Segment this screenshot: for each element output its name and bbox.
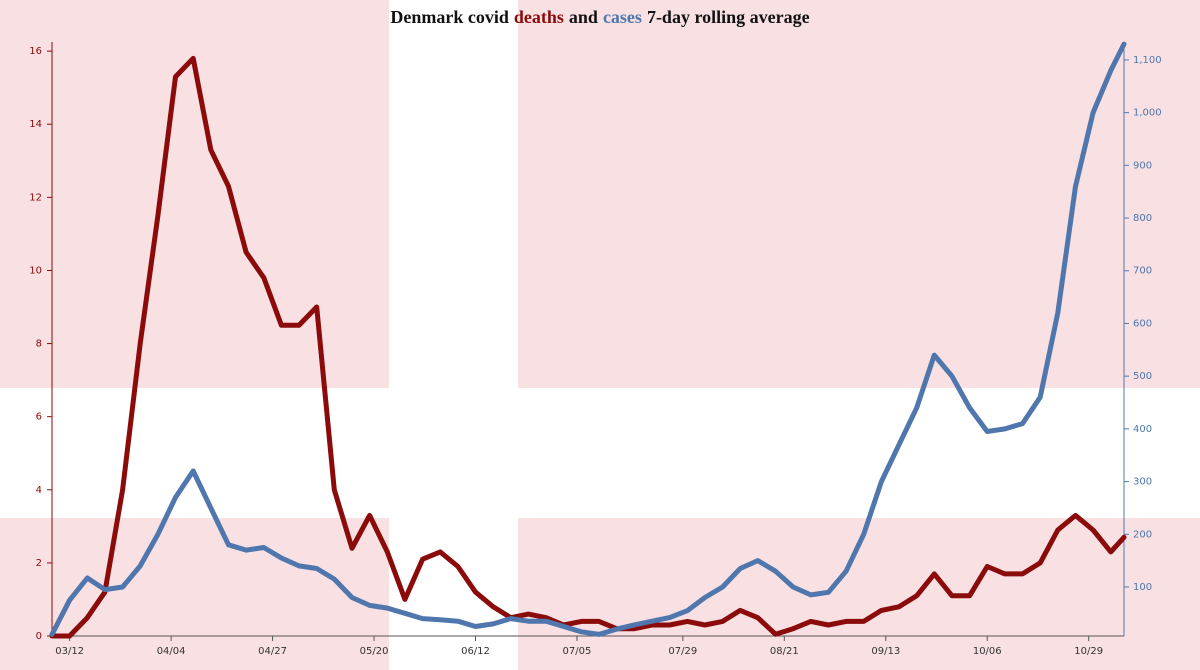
series-line — [49, 55, 1127, 639]
y2-tick-label: 600 — [1133, 318, 1152, 329]
y-tick-label: 6 — [36, 412, 42, 423]
x-tick-label: 10/29 — [1074, 646, 1103, 657]
x-tick-label: 05/20 — [360, 646, 389, 657]
y2-tick-label: 900 — [1133, 160, 1152, 171]
x-tick-label: 04/27 — [258, 646, 287, 657]
x-tick-label: 06/12 — [461, 646, 490, 657]
y2-tick-label: 200 — [1133, 529, 1152, 540]
y2-tick-label: 100 — [1133, 582, 1152, 593]
y-tick-label: 12 — [29, 192, 42, 203]
y-tick-label: 4 — [36, 485, 42, 496]
title-part: 7-day rolling average — [647, 7, 810, 27]
y-tick-label: 10 — [29, 265, 42, 276]
x-tick-label: 04/04 — [157, 646, 186, 657]
x-tick-label: 09/13 — [871, 646, 900, 657]
chart-title: Denmark covid deaths and cases 7-day rolling… — [390, 7, 809, 27]
y2-tick-label: 500 — [1133, 371, 1152, 382]
y2-tick-label: 700 — [1133, 266, 1152, 277]
x-tick-label: 07/05 — [563, 646, 592, 657]
y2-tick-label: 800 — [1133, 213, 1152, 224]
y2-tick-label: 1,000 — [1133, 108, 1162, 119]
y-tick-label: 16 — [29, 46, 42, 57]
title-part: and — [569, 7, 598, 27]
x-tick-label: 08/21 — [770, 646, 799, 657]
y2-tick-label: 1,100 — [1133, 55, 1162, 66]
x-tick-label: 10/06 — [973, 646, 1002, 657]
title-part: deaths — [514, 7, 564, 27]
title-part: cases — [603, 7, 642, 27]
series-line — [49, 41, 1127, 637]
y-tick-label: 14 — [29, 119, 42, 130]
x-tick-label: 07/29 — [668, 646, 697, 657]
y2-tick-label: 300 — [1133, 477, 1152, 488]
y-tick-label: 8 — [36, 339, 42, 350]
y2-tick-label: 400 — [1133, 424, 1152, 435]
y-tick-label: 0 — [36, 631, 42, 642]
title-part: Denmark covid — [390, 7, 509, 27]
y-tick-label: 2 — [36, 558, 42, 569]
x-tick-label: 03/12 — [55, 646, 84, 657]
